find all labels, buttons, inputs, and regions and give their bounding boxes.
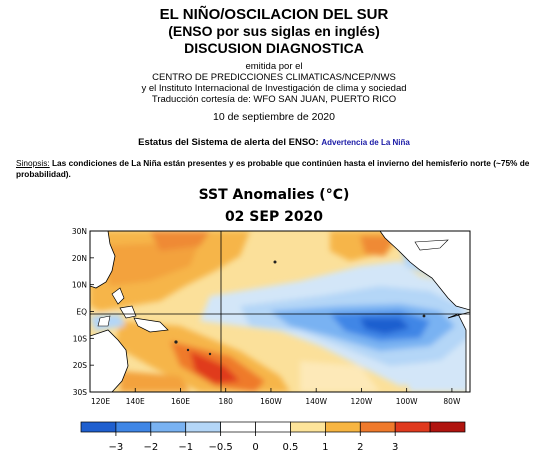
lon-label: 160W: [260, 397, 282, 406]
issuing-center: CENTRO DE PREDICCIONES CLIMATICAS/NCEP/N…: [152, 72, 396, 83]
lat-label: EQ: [76, 308, 87, 317]
colorbar-swatch: [359, 421, 396, 433]
lon-label: 100W: [396, 397, 418, 406]
colorbar-tick-label: 3: [392, 442, 398, 453]
colorbar-swatch: [115, 421, 152, 433]
lon-label: 160E: [171, 397, 190, 406]
colorbar-swatch: [80, 421, 117, 433]
title-line-1: EL NIÑO/OSCILACION DEL SUR: [159, 6, 389, 23]
colorbar-tick-label: −1: [178, 442, 193, 453]
partner-institute: y el Instituto Internacional de Investig…: [141, 83, 407, 94]
colorbar-tick-label: 2: [357, 442, 363, 453]
synopsis-text: Las condiciones de La Niña están present…: [16, 158, 530, 179]
colorbar-tick-label: 0.5: [283, 442, 299, 453]
colorbar-swatch: [394, 421, 431, 433]
enso-status-label: Estatus del Sistema de alerta del ENSO:: [138, 137, 319, 148]
lon-label: 140W: [305, 397, 327, 406]
colorbar-tick-label: 1: [322, 442, 328, 453]
colorbar-tick-label: 0: [252, 442, 258, 453]
colorbar-swatch: [429, 421, 466, 433]
issued-by: emitida por el: [245, 61, 303, 72]
title-line-3: DISCUSION DIAGNOSTICA: [184, 40, 364, 56]
map-title: SST Anomalies (°C): [198, 187, 350, 203]
lat-label: 20N: [72, 254, 87, 263]
lon-label: 80W: [443, 397, 461, 406]
colorbar-tick-label: −2: [143, 442, 158, 453]
lat-label: 30N: [72, 227, 87, 236]
lat-label: 10N: [72, 281, 87, 290]
translation-credit: Traducción cortesía de: WFO SAN JUAN, PU…: [151, 94, 397, 105]
colorbar-tick-label: −0.5: [208, 442, 232, 453]
synopsis: Sinopsis: Las condiciones de La Niña est…: [16, 158, 538, 180]
synopsis-label: Sinopsis:: [16, 158, 50, 168]
map-date: 02 SEP 2020: [224, 209, 324, 225]
lat-label: 20S: [73, 361, 88, 370]
colorbar-swatch: [325, 421, 361, 433]
lon-label: 140E: [126, 397, 145, 406]
lat-label: 10S: [73, 334, 88, 343]
title-line-2: (ENSO por sus siglas en inglés): [168, 23, 380, 39]
colorbar-swatch: [255, 421, 291, 433]
enso-status: Estatus del Sistema de alerta del ENSO: …: [0, 137, 548, 149]
lon-label: 180: [219, 397, 234, 406]
colorbar-tick-label: −3: [109, 442, 124, 453]
colorbar-swatch: [185, 421, 221, 433]
enso-status-link[interactable]: Advertencia de La Niña: [321, 138, 410, 147]
sst-anomaly-map: 30N 20N 10N EQ 10S 20S 30S 120E 140E 160E 180 160W…: [72, 227, 471, 406]
colorbar-swatch: [290, 421, 326, 433]
issue-date: 10 de septiembre de 2020: [212, 111, 335, 123]
colorbar-swatch: [150, 421, 187, 433]
lon-label: 120W: [351, 397, 373, 406]
colorbar-swatch: [220, 421, 256, 433]
colorbar: −3 −2 −1 −0.5 0 0.5 1 2 3: [80, 421, 466, 453]
lat-label: 30S: [73, 388, 88, 397]
lon-label: 120E: [91, 397, 110, 406]
